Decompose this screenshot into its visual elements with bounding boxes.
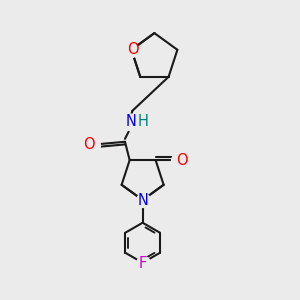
Text: O: O — [176, 153, 187, 168]
Text: O: O — [83, 136, 94, 152]
Text: N: N — [137, 193, 148, 208]
Text: F: F — [139, 256, 147, 271]
Text: H: H — [138, 114, 149, 129]
Text: O: O — [127, 42, 139, 57]
Text: N: N — [125, 114, 136, 129]
